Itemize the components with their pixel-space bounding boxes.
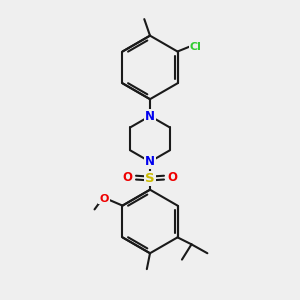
Text: O: O (99, 194, 109, 204)
Text: N: N (145, 155, 155, 168)
Text: O: O (123, 170, 133, 184)
Text: Cl: Cl (190, 42, 202, 52)
Text: N: N (145, 110, 155, 122)
Text: O: O (167, 170, 177, 184)
Text: S: S (145, 172, 155, 185)
